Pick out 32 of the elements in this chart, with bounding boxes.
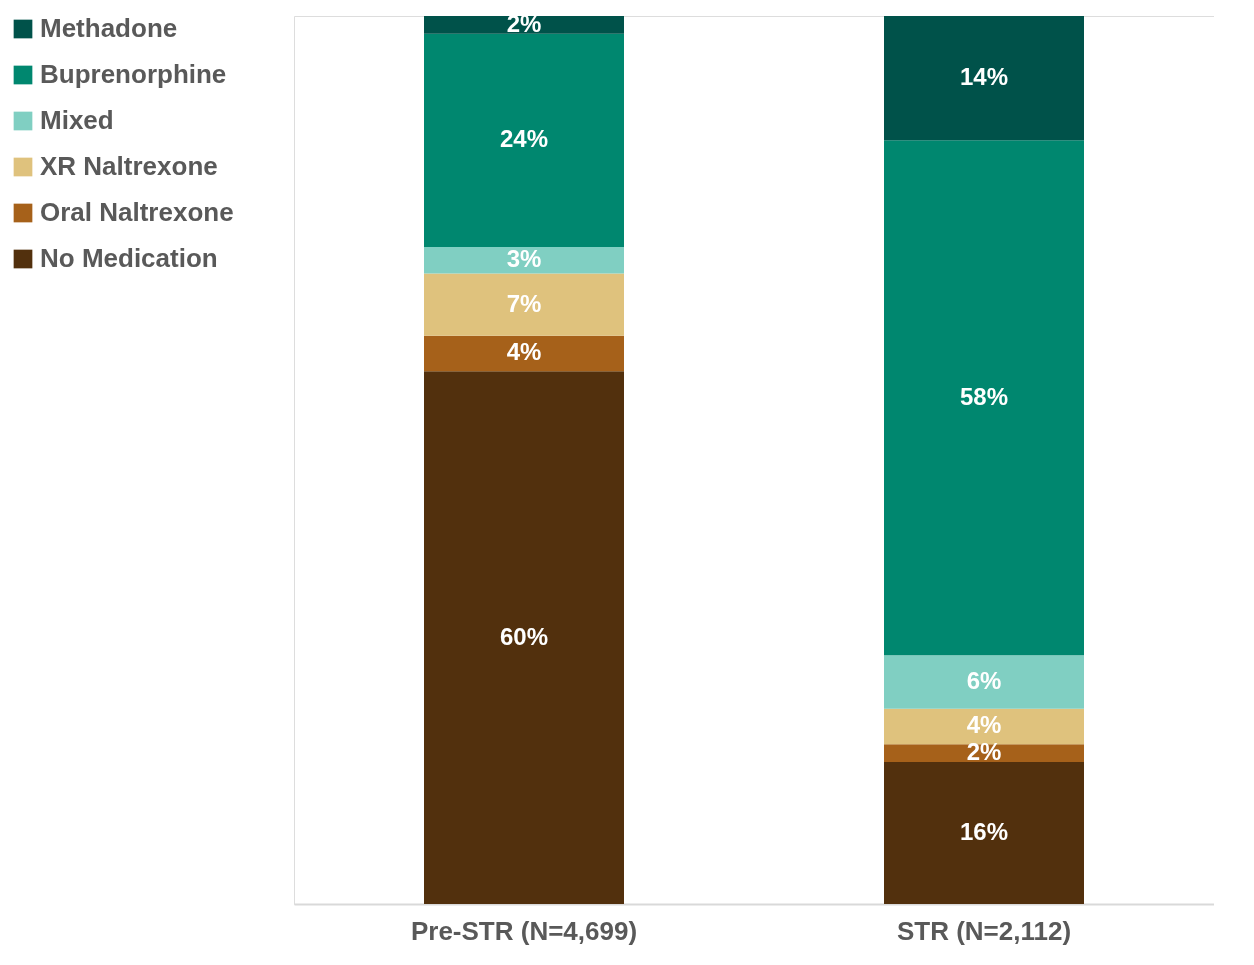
bar xyxy=(884,16,1084,141)
legend-label: Mixed xyxy=(40,105,114,135)
legend-label: XR Naltrexone xyxy=(40,151,218,181)
bar xyxy=(884,655,1084,709)
x-tick-label: Pre-STR (N=4,699) xyxy=(410,915,638,946)
data-label: 2% xyxy=(506,9,542,37)
legend-label: Methadone xyxy=(40,13,178,43)
bar xyxy=(424,335,624,372)
data-label: 58% xyxy=(959,382,1009,410)
data-label: 24% xyxy=(499,125,549,153)
bar xyxy=(424,273,624,336)
data-label: 7% xyxy=(506,289,542,317)
data-label: 16% xyxy=(959,817,1009,845)
data-label: 60% xyxy=(499,622,549,650)
bar xyxy=(884,140,1084,656)
bar xyxy=(424,371,624,904)
x-tick-label: STR (N=2,112) xyxy=(896,915,1072,946)
data-label: 4% xyxy=(966,711,1002,739)
bar xyxy=(424,16,624,34)
bar xyxy=(884,708,1084,745)
data-label: 14% xyxy=(959,63,1009,91)
legend-label: Buprenorphine xyxy=(40,59,227,89)
bar xyxy=(424,246,624,274)
data-label: 2% xyxy=(966,738,1002,766)
bar xyxy=(884,744,1084,762)
data-label: 3% xyxy=(506,245,542,273)
data-label: 4% xyxy=(506,338,542,366)
data-label: 6% xyxy=(966,667,1002,694)
bar xyxy=(424,33,624,247)
legend-label: No Medication xyxy=(40,243,218,273)
bar xyxy=(884,761,1084,904)
legend-label: Oral Naltrexone xyxy=(40,197,234,227)
